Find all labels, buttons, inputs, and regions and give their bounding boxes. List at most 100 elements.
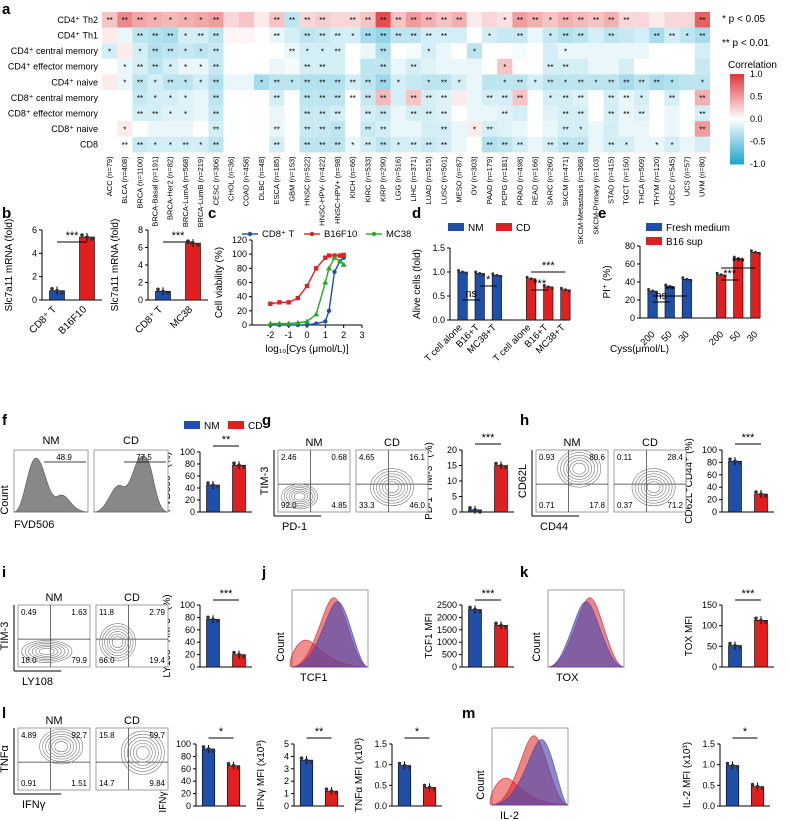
heatmap-col-label: UCEC (n=545) [667,156,676,206]
heatmap-cell [436,121,452,137]
heatmap-cell [406,12,422,28]
heatmap-cell [269,121,285,137]
heatmap-cell [451,121,467,137]
quadrant-value: 0.71 [539,501,555,510]
heatmap-cell [147,74,163,90]
heatmap-star: ** [365,94,371,103]
heatmap-star: ** [365,32,371,41]
x-axis-label: TOX [556,672,579,684]
heatmap-cell [223,27,239,44]
heatmap-star: ** [319,110,325,119]
data-point [754,616,758,621]
y-tick-label: 0.0 [702,801,715,811]
data-point [237,463,241,468]
data-point [499,275,503,279]
panel-m-flow: IL-2 Count [475,727,569,821]
heatmap-star: ** [380,32,386,41]
heatmap-star: ** [547,79,553,88]
heatmap-cell [254,43,270,59]
heatmap-cell [162,58,178,75]
heatmap-star: ** [380,141,386,150]
panel-letter-e: e [598,205,606,222]
heatmap-star: ** [319,16,325,25]
heatmap-row-label: CD8⁺ central memory [11,93,99,103]
heatmap-cell [436,74,452,90]
heatmap-cell [436,105,452,122]
bar [201,748,216,807]
heatmap-cell [345,105,361,122]
data-point [473,508,477,512]
heatmap-star: ** [547,63,553,72]
heatmap-col-label: READ (n=166) [530,156,539,205]
y-tick-label: 150 [702,600,717,610]
contour-line [35,646,59,657]
heatmap-cell [330,105,346,122]
heatmap-row-label: CD8⁺ naive [51,124,98,134]
heatmap-cell [558,74,574,90]
heatmap-cell [406,121,422,137]
panel-letter-b: b [2,205,11,222]
heatmap-star: ** [608,110,614,119]
heatmap-star: ** [304,125,310,134]
heatmap-star: ** [152,32,158,41]
heatmap-cell [314,90,330,106]
contour-line [569,460,590,478]
heatmap-col-label: DLBC (n=48) [257,156,266,200]
heatmap-col-label: PAAD (n=179) [485,156,494,205]
y-tick-label: 1.5 [432,243,445,253]
quadrant-value: 0.11 [617,453,633,462]
contour-line [129,739,156,766]
contour-line [640,476,667,499]
heatmap-cell [162,43,178,59]
heatmap-col-label: BRCA (n=1100) [135,156,144,209]
heatmap-cell [132,27,148,44]
sig-label: *** [482,588,496,600]
data-point [196,243,200,247]
heatmap-cell [542,136,558,153]
heatmap-cell [542,58,558,75]
heatmap-star: ** [410,32,416,41]
quadrant-value: 0.68 [331,453,347,462]
heatmap-cell [390,27,406,44]
data-point [738,645,742,650]
heatmap-cell [482,121,498,137]
heatmap-cell [573,74,589,90]
y-axis-label: Count [475,770,487,799]
contour-line [281,483,318,510]
y-tick-label: 80 [185,612,195,622]
legend-swatch [730,86,744,89]
heatmap-star: ** [623,79,629,88]
heatmap-star: ** [137,63,143,72]
heatmap-cell [649,74,665,90]
heatmap-cell [603,58,619,75]
heatmap-cell [223,43,239,59]
panel-m-chart: 0.0 0.5 1.0 1.5 IL-2 MFI (x10³) * [682,726,770,811]
heatmap-star: * [290,79,293,88]
heatmap-star: * [199,63,202,72]
x-tick-label: B16F10 [57,304,90,337]
legend-label: NM [468,223,484,234]
heatmap-cell [649,27,665,44]
heatmap-cell [679,105,695,122]
data-point [719,273,723,277]
heatmap-cell [299,74,315,90]
heatmap-star: * [138,47,141,56]
y-tick-label: 100 [702,445,717,455]
y-tick-label: 2 [284,776,289,786]
y-axis-label: TIM-3 [259,467,271,496]
legend-swatch [730,134,744,137]
heatmap-cell [254,105,270,122]
series-line [270,256,345,325]
heatmap-star: ** [319,32,325,41]
heatmap-cell [421,136,437,153]
quadrant-value: 80.6 [589,453,605,462]
data-point [495,273,499,277]
heatmap-cell [451,74,467,90]
heatmap-star: * [169,94,172,103]
heatmap-cell [573,105,589,122]
legend-swatch [730,84,744,87]
heatmap-cell [634,121,650,137]
heatmap-cell [512,90,528,106]
contour-line [291,490,308,503]
